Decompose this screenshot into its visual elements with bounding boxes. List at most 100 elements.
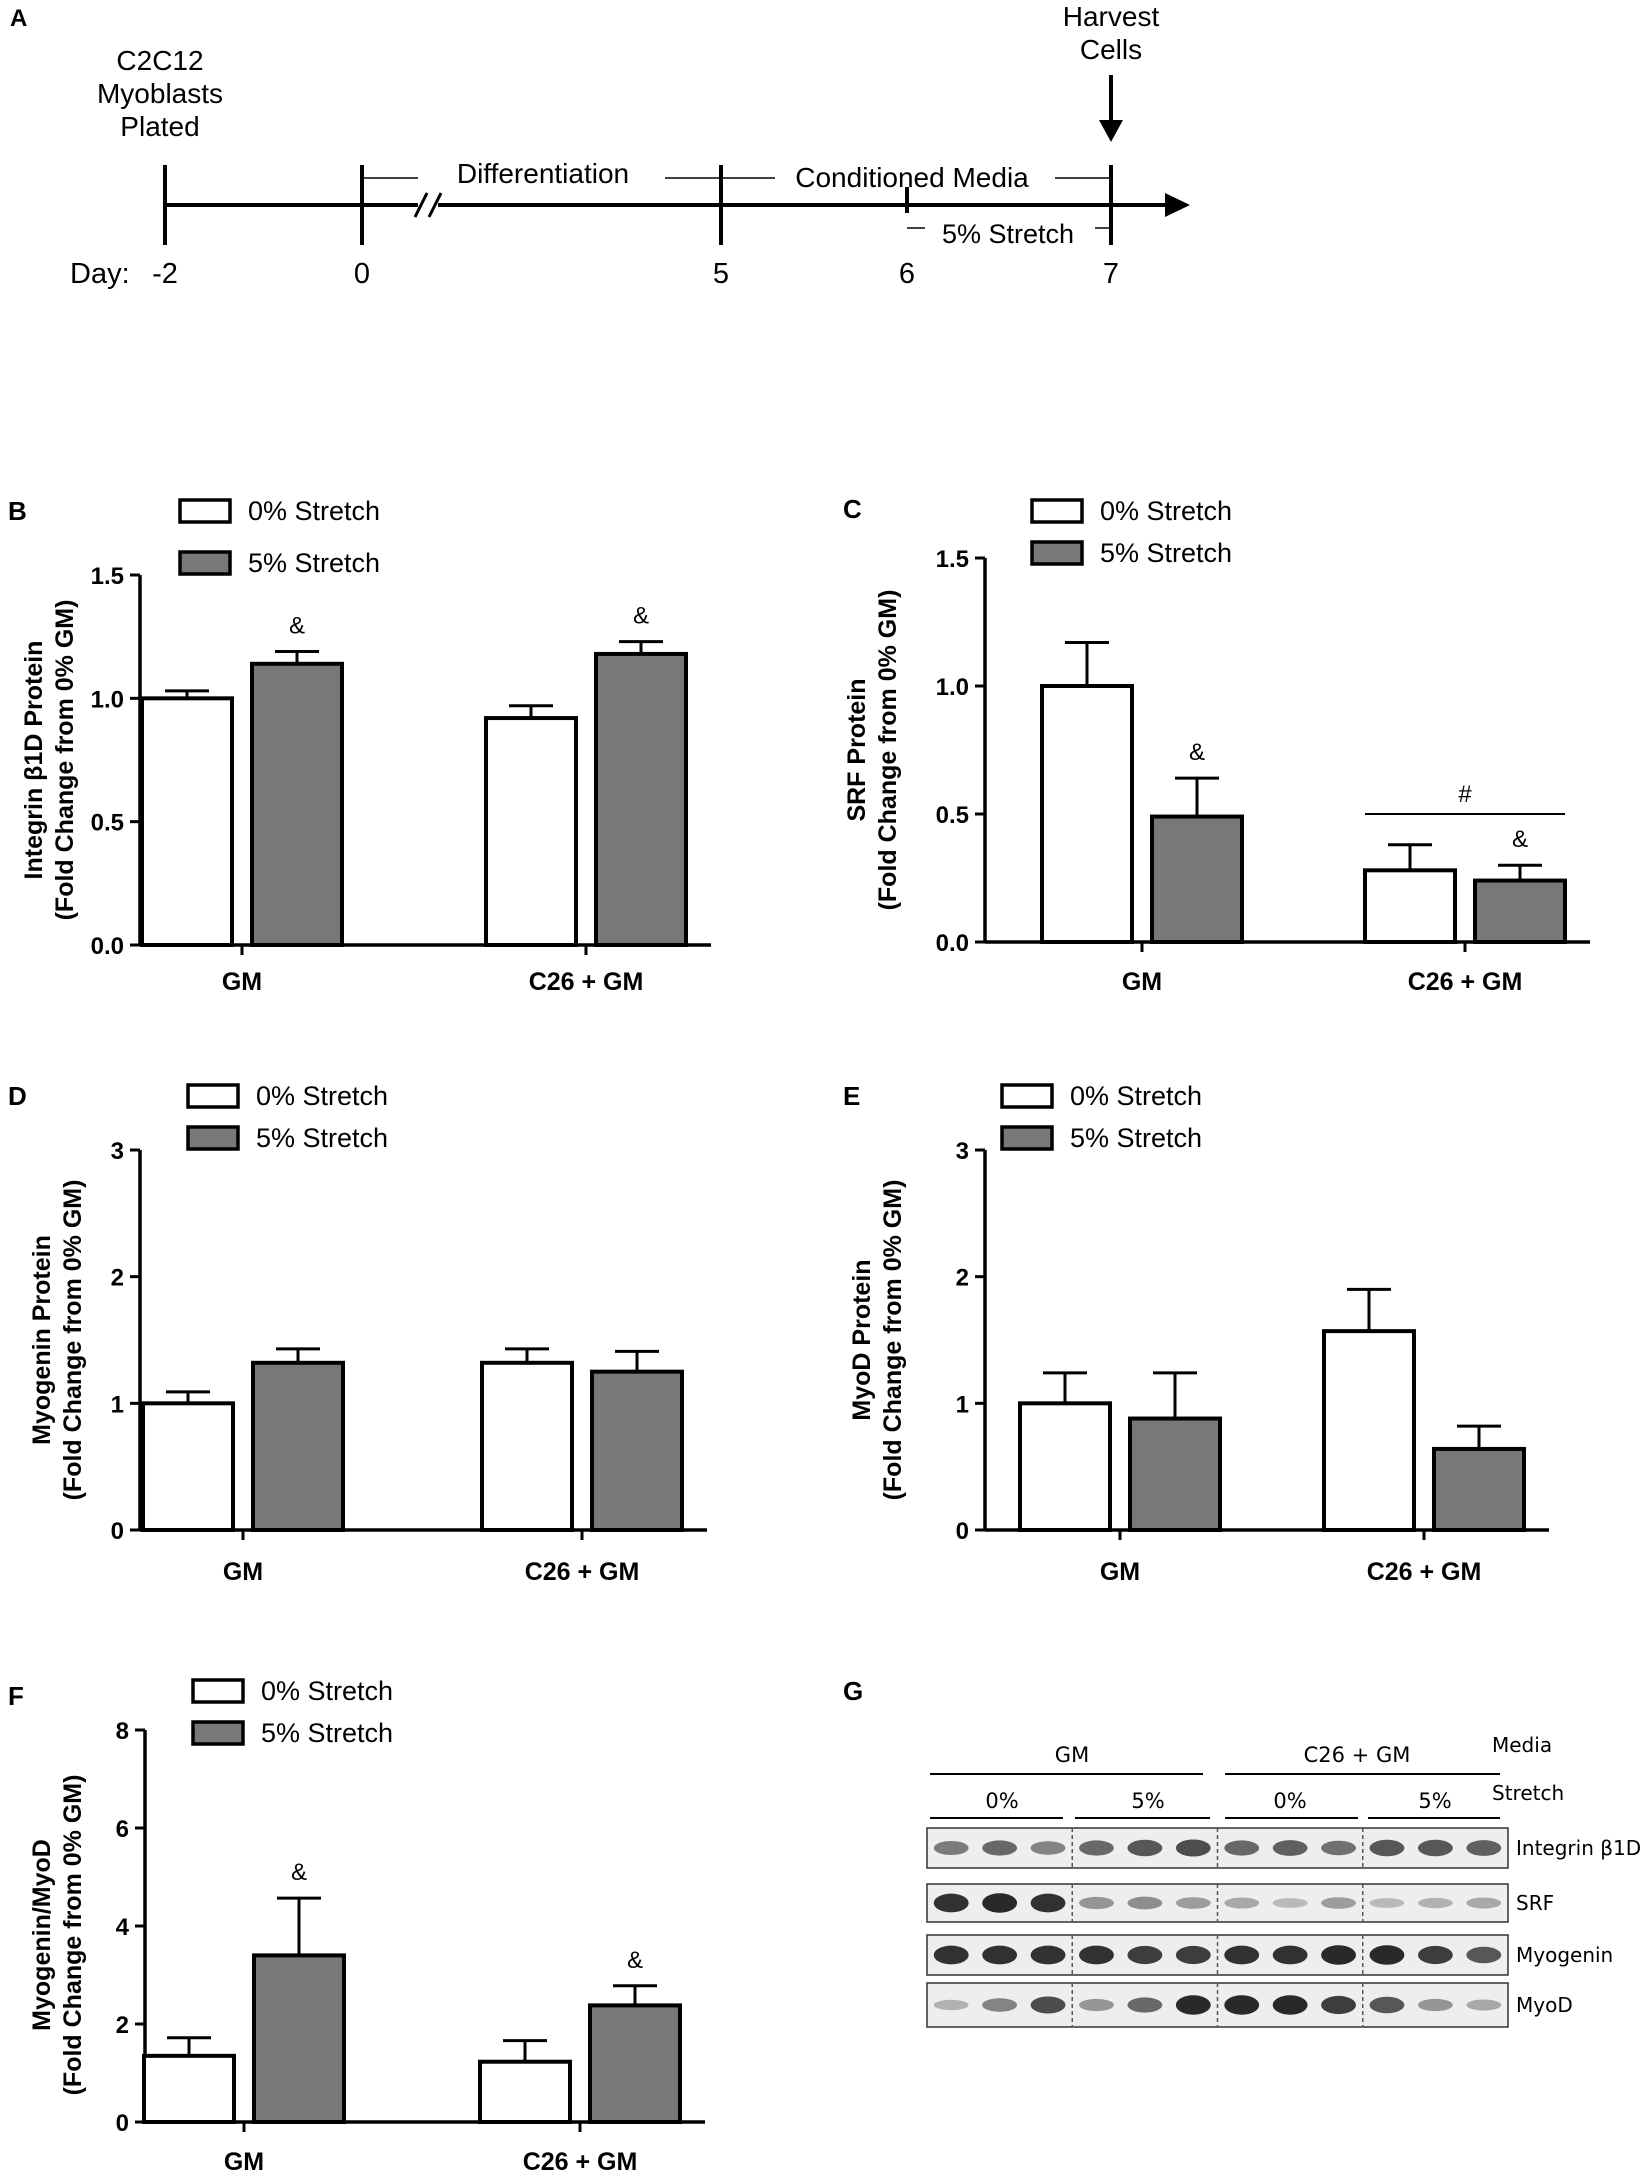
legend-label: 0% Stretch bbox=[261, 1676, 393, 1706]
blot-band bbox=[1321, 1995, 1356, 2015]
blot-band bbox=[1175, 1945, 1211, 1965]
legend-label: 5% Stretch bbox=[248, 548, 380, 578]
y-tick-label: 8 bbox=[116, 1718, 129, 1745]
bar bbox=[251, 1360, 345, 1533]
blot-band bbox=[1272, 1898, 1308, 1908]
bar bbox=[478, 2059, 572, 2124]
panel-letter: C bbox=[843, 494, 862, 524]
plated-label: C2C12 bbox=[116, 45, 203, 76]
stretch-group-label: 0% bbox=[1273, 1789, 1306, 1813]
significance-mark: # bbox=[1458, 781, 1472, 808]
legend-swatch bbox=[191, 1678, 245, 1704]
chart-C: C 0% Stretch 5% Stretch 0.0 0.5 1.0 1.5 SRF Pro… bbox=[843, 494, 1590, 996]
blot-strip bbox=[926, 1827, 1509, 1869]
axis-break-mark bbox=[413, 192, 429, 218]
panel-letter: G bbox=[843, 1676, 863, 1706]
y-tick-label: 1.0 bbox=[936, 674, 969, 701]
day-label: 6 bbox=[899, 258, 915, 290]
protein-label: Myogenin bbox=[1516, 1943, 1613, 1967]
bar bbox=[1473, 878, 1567, 944]
y-axis-title: MyoD Protein bbox=[848, 1259, 876, 1420]
legend-label: 5% Stretch bbox=[261, 1718, 393, 1748]
y-axis-title: Myogenin Protein bbox=[28, 1235, 56, 1445]
legend-swatch bbox=[1000, 1083, 1054, 1109]
y-axis-title: (Fold Change from 0% GM) bbox=[879, 1180, 907, 1501]
blot-band bbox=[1321, 1840, 1356, 1856]
stretch-group-label: 5% bbox=[1418, 1789, 1451, 1813]
blot-strip-frame bbox=[926, 1827, 1509, 1869]
bar-chart-panels: B 0% Stretch 5% Stretch 0.0 0.5 1.0 1.5 Integri… bbox=[8, 494, 1590, 2175]
bar bbox=[1018, 1401, 1112, 1533]
bar bbox=[141, 1401, 235, 1533]
legend-swatch bbox=[1000, 1125, 1054, 1151]
blot-band bbox=[1272, 1945, 1308, 1965]
blot-band bbox=[1127, 1945, 1163, 1965]
blot-band bbox=[933, 1893, 969, 1913]
category-label: C26 + GM bbox=[1367, 1558, 1482, 1586]
blot-strip bbox=[926, 1934, 1509, 1976]
blot-band bbox=[1224, 1995, 1260, 2015]
blot-band bbox=[1127, 1839, 1163, 1857]
blot-band bbox=[982, 1893, 1018, 1913]
category-label: C26 + GM bbox=[523, 2148, 638, 2175]
panel-letter: B bbox=[8, 496, 27, 526]
blot-band bbox=[933, 1841, 969, 1855]
panel-letter: A bbox=[10, 5, 27, 32]
plated-label: Plated bbox=[120, 111, 199, 142]
panel-letter: E bbox=[843, 1081, 860, 1111]
blot-band bbox=[1030, 1893, 1066, 1913]
media-group-label: GM bbox=[1055, 1743, 1089, 1767]
blot-band bbox=[1369, 1839, 1405, 1857]
bar bbox=[480, 1360, 574, 1533]
blot-band bbox=[1175, 1897, 1211, 1909]
blot-band bbox=[1466, 1897, 1502, 1909]
y-axis-title: (Fold Change from 0% GM) bbox=[59, 1775, 87, 2096]
y-tick-label: 1.0 bbox=[91, 686, 124, 713]
chart-B: B 0% Stretch 5% Stretch 0.0 0.5 1.0 1.5 Integri… bbox=[8, 496, 711, 996]
blot-band bbox=[1079, 1998, 1114, 2012]
legend-label: 5% Stretch bbox=[1100, 538, 1232, 568]
blot-band bbox=[1079, 1896, 1114, 1910]
chart-E: E 0% Stretch 5% Stretch 0 1 2 3 MyoD Protein (Fo… bbox=[843, 1081, 1549, 1586]
legend-swatch bbox=[1030, 498, 1084, 524]
legend-label: 5% Stretch bbox=[256, 1123, 388, 1153]
plated-label: Myoblasts bbox=[97, 78, 223, 109]
blot-band bbox=[1224, 1945, 1260, 1965]
y-axis-title: Integrin β1D Protein bbox=[20, 641, 48, 880]
day-label: 7 bbox=[1103, 258, 1119, 290]
y-axis-title: (Fold Change from 0% GM) bbox=[874, 590, 902, 911]
y-tick-label: 3 bbox=[956, 1138, 969, 1165]
protein-label: Integrin β1D bbox=[1516, 1836, 1641, 1860]
bar bbox=[484, 716, 578, 947]
bar bbox=[1432, 1446, 1526, 1533]
stretch-phase-label: 5% Stretch bbox=[942, 219, 1074, 249]
significance-mark: & bbox=[289, 612, 305, 639]
significance-mark: & bbox=[1189, 739, 1205, 766]
blot-band bbox=[1369, 1945, 1405, 1965]
category-label: C26 + GM bbox=[1408, 968, 1523, 996]
axis-break-mark bbox=[427, 192, 443, 218]
protein-label: SRF bbox=[1516, 1891, 1554, 1915]
legend-swatch bbox=[191, 1720, 245, 1746]
legend-swatch bbox=[178, 498, 232, 524]
legend-swatch bbox=[186, 1083, 240, 1109]
differentiation-label: Differentiation bbox=[457, 158, 629, 189]
significance-mark: & bbox=[291, 1859, 307, 1886]
day-prefix: Day: bbox=[70, 258, 130, 290]
blot-strip bbox=[926, 1883, 1509, 1923]
blot-band bbox=[1127, 1896, 1163, 1910]
conditioned-media-label: Conditioned Media bbox=[795, 162, 1029, 193]
timeline-arrow-head bbox=[1165, 193, 1190, 217]
blot-band bbox=[1030, 1945, 1066, 1965]
blot-band bbox=[1175, 1839, 1211, 1857]
bar bbox=[1150, 814, 1244, 944]
y-tick-label: 6 bbox=[116, 1816, 129, 1843]
y-tick-label: 0 bbox=[111, 1518, 124, 1545]
blot-strip-frame bbox=[926, 1934, 1509, 1976]
day-label: 5 bbox=[713, 258, 729, 290]
day-label: -2 bbox=[152, 258, 178, 290]
blot-strip bbox=[926, 1982, 1509, 2028]
bar bbox=[588, 2003, 682, 2125]
blot-band bbox=[1466, 1999, 1502, 2011]
